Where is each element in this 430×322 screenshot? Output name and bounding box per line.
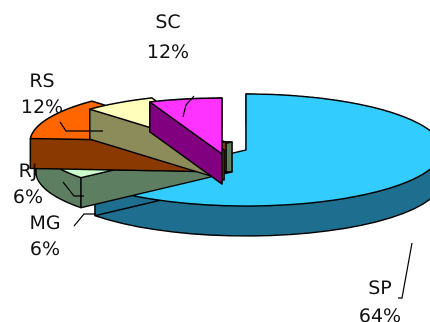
leader-line-sp [398, 242, 413, 299]
slice-label-mg: MG [29, 212, 60, 234]
slice-label-sp: SP [368, 277, 392, 299]
leader-line-rs [59, 121, 103, 132]
leader-line-mg [73, 213, 96, 227]
slice-label-rs: RS [29, 70, 54, 92]
pie-slice-mg [149, 97, 223, 185]
slice-label-sc: SC [155, 11, 180, 33]
leader-line-rj [62, 181, 84, 197]
slice-label-rj: RJ [19, 160, 38, 182]
leader-line-sc [182, 95, 195, 118]
slice-percent-sp: 64% [359, 305, 401, 322]
slice-percent-sc: 12% [147, 41, 189, 63]
slice-percent-mg: 6% [30, 238, 60, 260]
slice-percent-rj: 6% [13, 186, 43, 208]
pie-slice-top-mg [149, 97, 223, 155]
slice-percent-rs: 12% [21, 96, 63, 118]
